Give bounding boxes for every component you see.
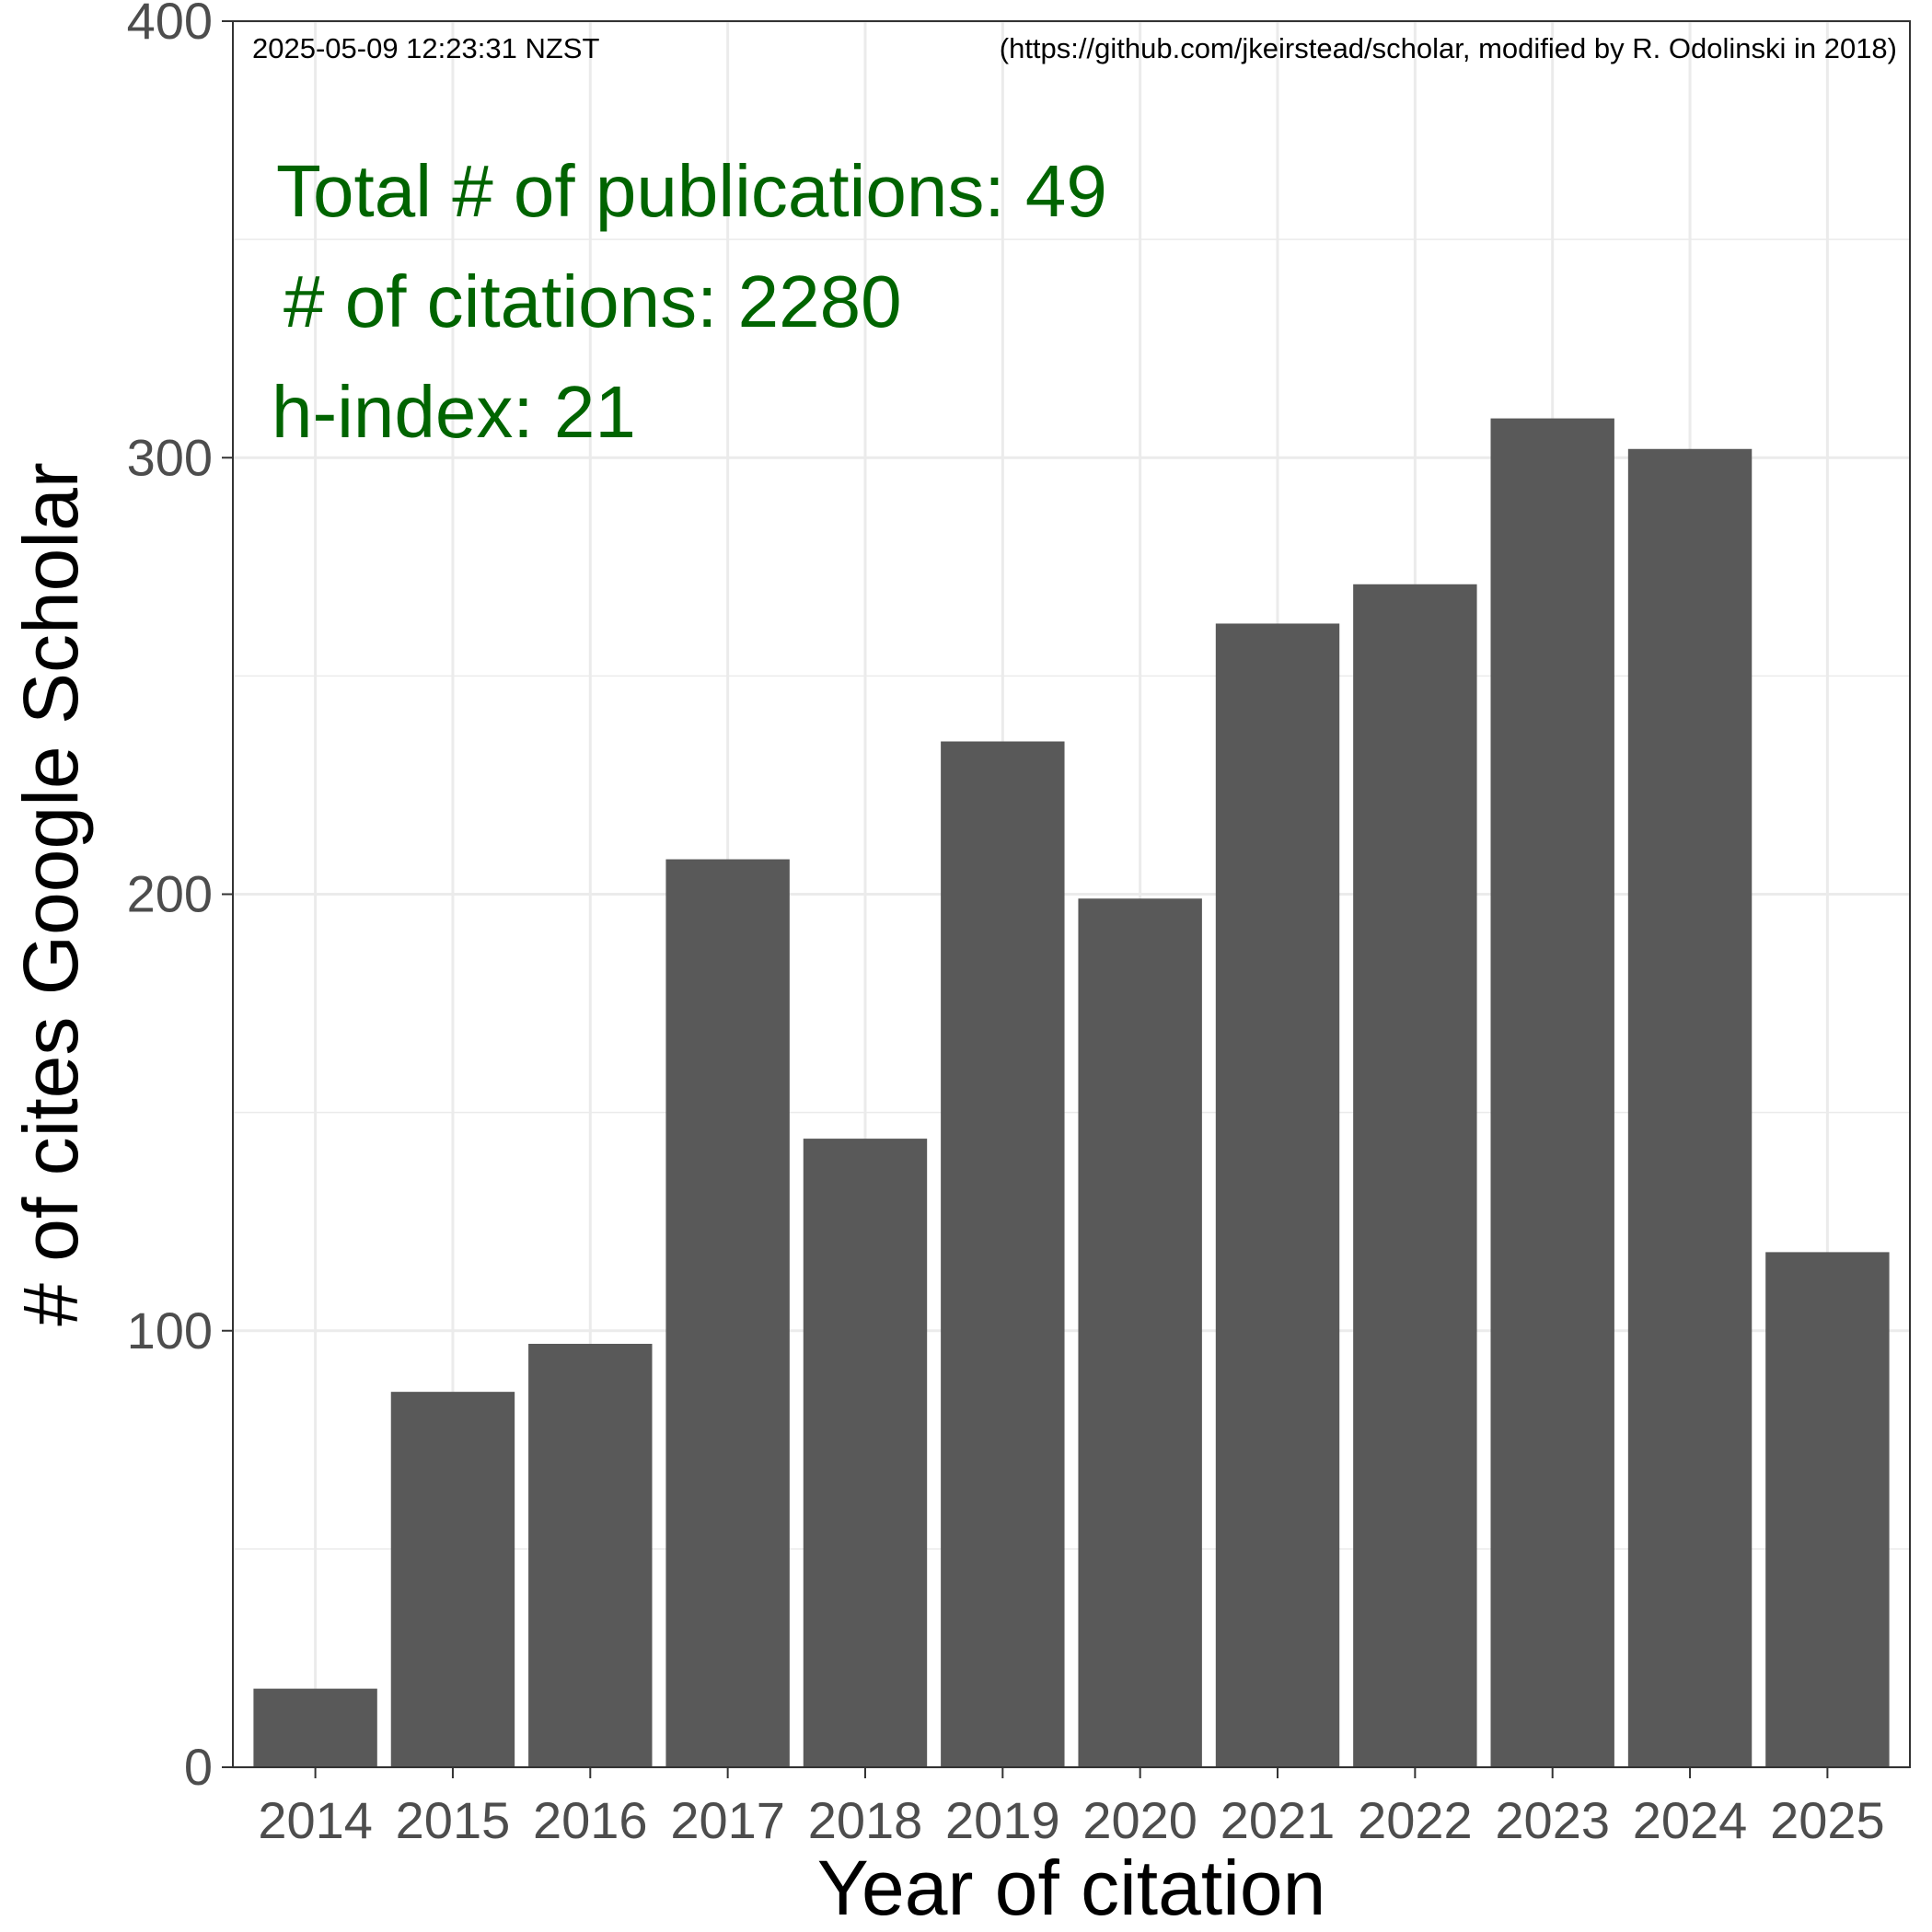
x-tick-label: 2020 — [1082, 1791, 1197, 1849]
bar-2019 — [941, 741, 1065, 1768]
total-publications-label: Total # of publications: 49 — [276, 150, 1107, 232]
x-tick-label: 2025 — [1770, 1791, 1885, 1849]
y-tick-label: 0 — [184, 1738, 213, 1796]
bar-2023 — [1490, 418, 1614, 1767]
bar-2016 — [528, 1343, 653, 1767]
y-tick-label: 400 — [127, 0, 213, 50]
bar-2024 — [1627, 448, 1753, 1767]
h-index-label: h-index: 21 — [272, 371, 636, 453]
x-tick-label: 2021 — [1221, 1791, 1336, 1849]
x-axis-title: Year of citation — [817, 1845, 1326, 1931]
bars — [253, 418, 1890, 1768]
bar-2022 — [1353, 584, 1477, 1767]
bar-2020 — [1078, 898, 1202, 1767]
bar-2015 — [390, 1392, 515, 1767]
y-tick-label: 200 — [127, 865, 213, 923]
source-label: (https://github.com/jkeirstead/scholar, … — [1000, 32, 1897, 64]
x-tick-label: 2024 — [1633, 1791, 1748, 1849]
x-tick-label: 2014 — [258, 1791, 373, 1849]
bar-2017 — [665, 859, 790, 1767]
x-tick-label: 2022 — [1358, 1791, 1473, 1849]
y-axis-title: # of cites Google Scholar — [7, 462, 94, 1326]
x-tick-label: 2015 — [396, 1791, 511, 1849]
x-tick-label: 2023 — [1495, 1791, 1610, 1849]
x-tick-label: 2016 — [533, 1791, 648, 1849]
y-tick-label: 300 — [127, 428, 213, 486]
bar-2014 — [253, 1688, 377, 1767]
x-tick-label: 2017 — [670, 1791, 785, 1849]
x-tick-label: 2018 — [808, 1791, 923, 1849]
timestamp-label: 2025-05-09 12:23:31 NZST — [252, 32, 599, 64]
axes: 0 100 200 300 400 2014 2015 2016 2017 2018 2019 202… — [127, 0, 1885, 1849]
bar-2025 — [1765, 1252, 1890, 1767]
bar-2018 — [803, 1139, 928, 1767]
y-tick-label: 100 — [127, 1301, 213, 1359]
bar-2021 — [1215, 623, 1340, 1767]
citations-count-label: # of citations: 2280 — [283, 260, 902, 342]
x-tick-label: 2019 — [945, 1791, 1060, 1849]
